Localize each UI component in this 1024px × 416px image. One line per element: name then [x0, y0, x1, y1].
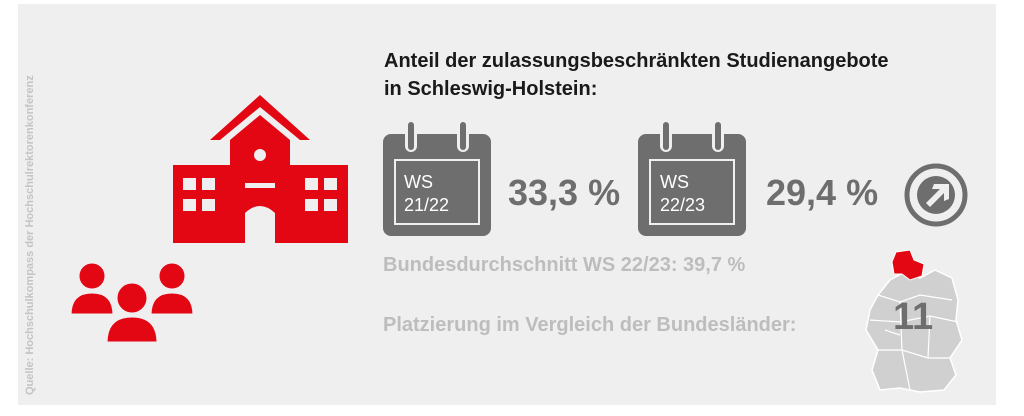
university-building-icon	[173, 95, 348, 243]
title-line-2: in Schleswig-Holstein:	[384, 78, 598, 100]
ranking-value: 11	[893, 296, 934, 338]
calendar-icon	[383, 120, 491, 236]
national-average: Bundesdurchschnitt WS 22/23: 39,7 %	[383, 254, 746, 276]
page-title: Anteil der zulassungsbeschränkten Studie…	[384, 47, 889, 103]
title-line-1: Anteil der zulassungsbeschränkten Studie…	[384, 50, 889, 72]
semester-2-years: 22/23	[660, 195, 706, 215]
calendar-icon	[638, 120, 746, 236]
semester-2-value: 29,4 %	[766, 172, 879, 213]
source-note: Quelle: Hochschulkompass der Hochschulre…	[24, 75, 36, 395]
people-group-icon	[68, 260, 196, 345]
ranking-label: Platzierung im Vergleich der Bundeslände…	[383, 314, 797, 336]
semester-1-value: 33,3 %	[508, 172, 621, 213]
semester-1-years: 21/22	[404, 195, 450, 215]
semester-label-1: WS 21/22	[404, 171, 449, 217]
semester-label-2: WS 22/23	[660, 171, 705, 217]
germany-map-icon	[865, 249, 963, 393]
arrow-right-circle-icon	[904, 163, 968, 227]
semester-1-prefix: WS	[404, 172, 433, 192]
semester-2-prefix: WS	[660, 172, 689, 192]
